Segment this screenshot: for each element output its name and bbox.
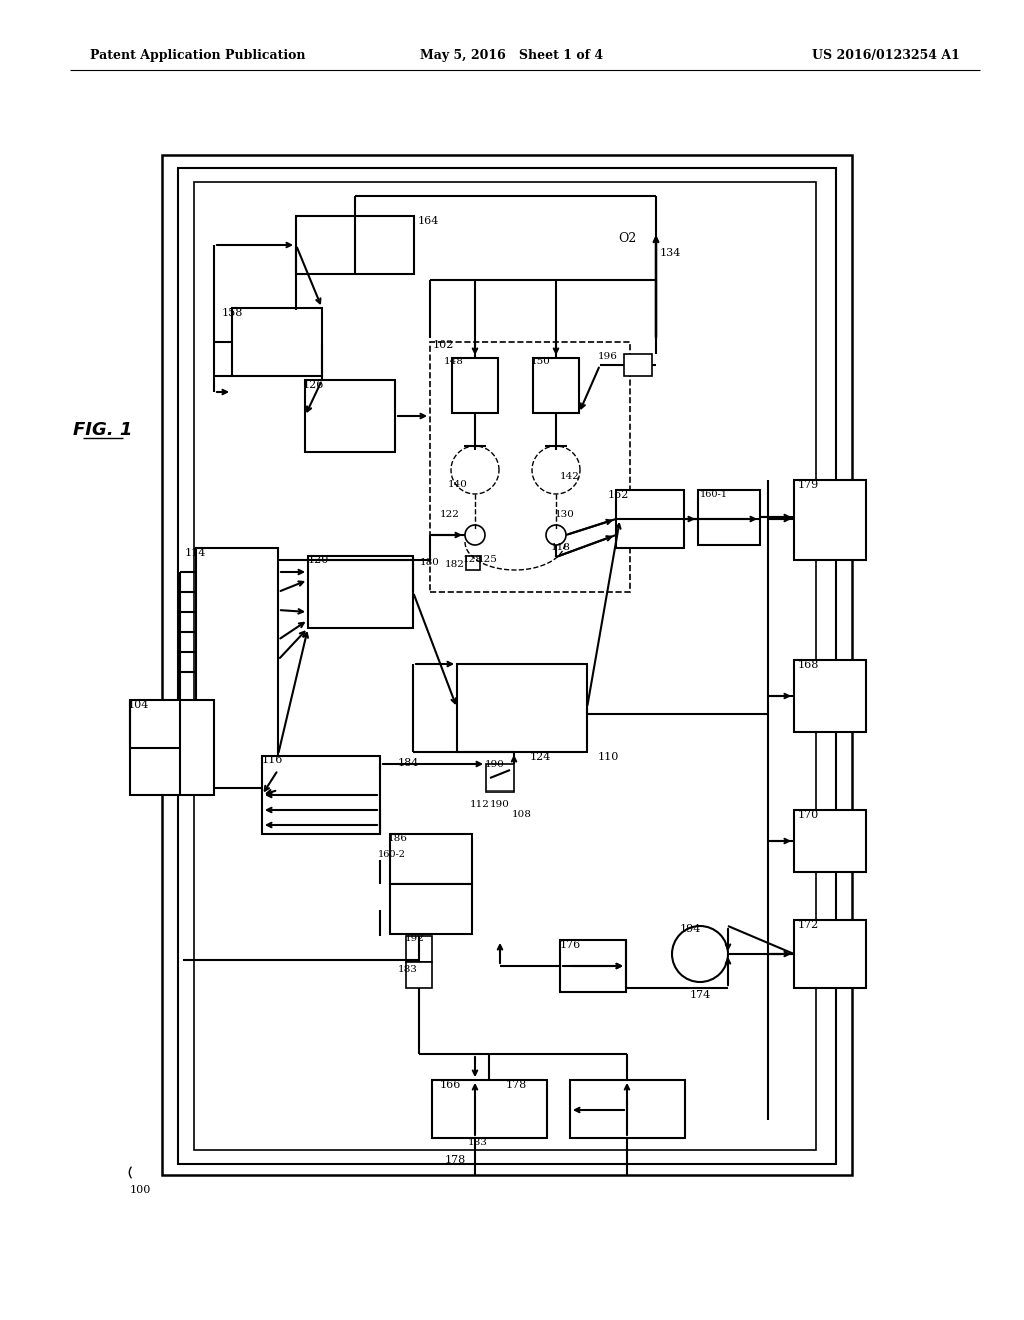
Text: 174: 174 [690, 990, 712, 1001]
Text: 130: 130 [555, 510, 574, 519]
Text: 170: 170 [798, 810, 819, 820]
Text: 158: 158 [222, 308, 244, 318]
Text: 112: 112 [470, 800, 489, 809]
Text: 162: 162 [608, 490, 630, 500]
Text: 184: 184 [398, 758, 420, 768]
Bar [430, 342, 630, 591]
Bar [570, 1080, 685, 1138]
Text: 104: 104 [128, 700, 150, 710]
Bar [457, 664, 587, 752]
Text: 196: 196 [598, 352, 617, 360]
Bar [196, 548, 278, 788]
Text: 128: 128 [463, 554, 483, 564]
Text: 190: 190 [485, 760, 505, 770]
Text: 160-1: 160-1 [700, 490, 728, 499]
Bar [698, 490, 760, 545]
Text: 178: 178 [506, 1080, 527, 1090]
Bar [390, 884, 472, 935]
Bar [232, 308, 322, 376]
Text: 114: 114 [185, 548, 207, 558]
Text: 140: 140 [449, 480, 468, 488]
Bar [130, 700, 214, 795]
Text: 122: 122 [440, 510, 460, 519]
Bar [305, 380, 395, 451]
Text: 180: 180 [420, 558, 440, 568]
Text: US 2016/0123254 A1: US 2016/0123254 A1 [812, 49, 961, 62]
Text: 172: 172 [798, 920, 819, 931]
Bar [194, 182, 816, 1150]
Bar [466, 556, 480, 570]
Bar [296, 216, 414, 275]
Text: 118: 118 [551, 543, 570, 552]
Bar [432, 1080, 547, 1138]
Text: 168: 168 [798, 660, 819, 671]
Text: 190: 190 [490, 800, 510, 809]
Text: 142: 142 [560, 473, 580, 480]
Text: FIG. 1: FIG. 1 [74, 421, 133, 440]
Bar [390, 834, 472, 884]
Text: 160-2: 160-2 [378, 850, 406, 859]
Bar [560, 940, 626, 993]
Bar [406, 962, 432, 987]
Text: 182: 182 [445, 560, 465, 569]
Bar [178, 168, 836, 1164]
Text: 120: 120 [308, 554, 330, 565]
Text: 108: 108 [512, 810, 531, 818]
Text: 116: 116 [262, 755, 284, 766]
Text: 100: 100 [130, 1185, 152, 1195]
Text: May 5, 2016   Sheet 1 of 4: May 5, 2016 Sheet 1 of 4 [421, 49, 603, 62]
Text: 148: 148 [444, 356, 464, 366]
Text: 176: 176 [560, 940, 582, 950]
Text: Patent Application Publication: Patent Application Publication [90, 49, 305, 62]
Bar [794, 920, 866, 987]
Text: 179: 179 [798, 480, 819, 490]
Text: 166: 166 [440, 1080, 462, 1090]
Text: 183: 183 [398, 965, 418, 974]
Bar [794, 480, 866, 560]
Bar [162, 154, 852, 1175]
Text: 164: 164 [418, 216, 439, 226]
Bar [794, 660, 866, 733]
Bar [308, 556, 413, 628]
Bar [624, 354, 652, 376]
Bar [406, 936, 432, 962]
Bar [794, 810, 866, 873]
Text: O2: O2 [618, 232, 636, 246]
Text: 125: 125 [478, 554, 498, 564]
Bar [486, 764, 514, 792]
Text: 126: 126 [303, 380, 325, 389]
Bar [262, 756, 380, 834]
Text: 134: 134 [660, 248, 681, 257]
Text: 124: 124 [530, 752, 551, 762]
Text: 194: 194 [680, 924, 701, 935]
Bar [616, 490, 684, 548]
Text: 183: 183 [468, 1138, 487, 1147]
Text: 102: 102 [433, 341, 455, 350]
Bar [534, 358, 579, 413]
Text: 150: 150 [531, 356, 551, 366]
Bar [452, 358, 498, 413]
Text: 110: 110 [598, 752, 620, 762]
Text: 192: 192 [406, 935, 425, 942]
Text: 178: 178 [445, 1155, 466, 1166]
Text: 186: 186 [388, 834, 408, 843]
